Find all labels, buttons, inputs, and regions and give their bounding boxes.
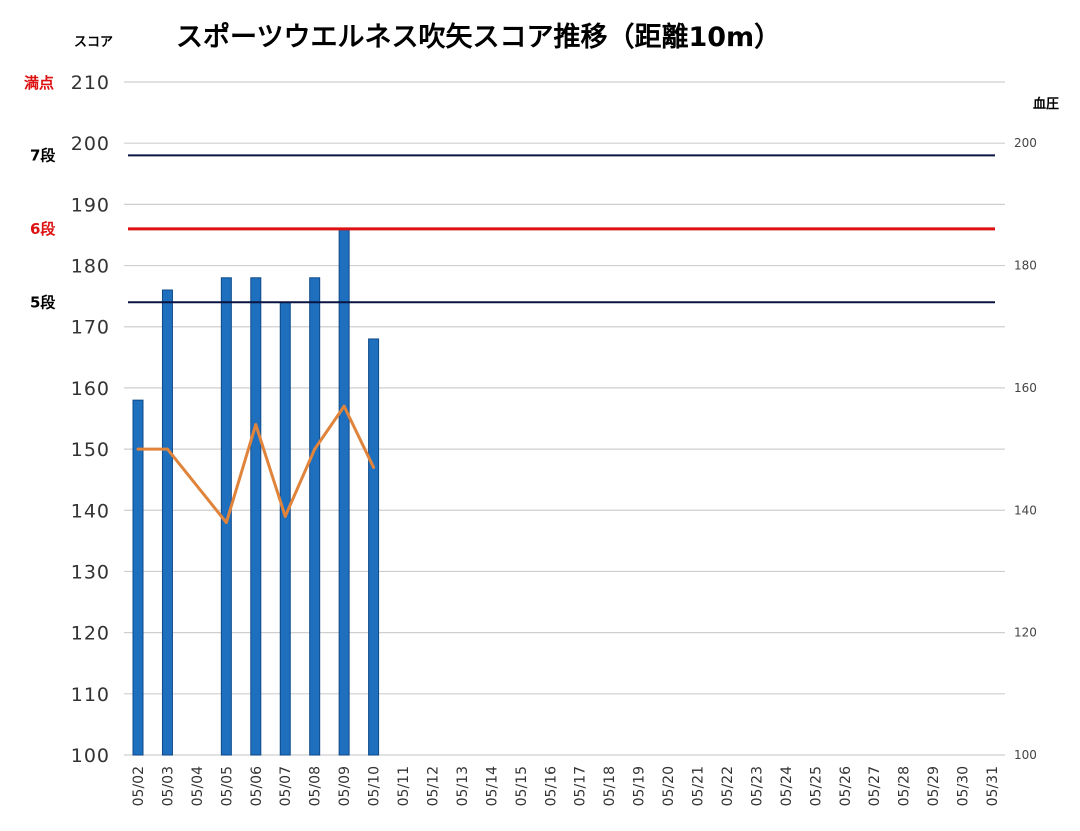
x-tick-label: 05/30: [956, 766, 972, 806]
line-series: [136, 404, 376, 525]
line-point: [313, 447, 317, 451]
reference-lines: 満点 7段 6段 5段: [24, 74, 995, 311]
y2-axis-label: 血圧: [1033, 96, 1059, 112]
bar: [338, 228, 350, 756]
y2-tick-label: 140: [1014, 503, 1037, 517]
y-tick-label: 150: [71, 439, 110, 461]
reference-label: 満点: [24, 74, 54, 92]
y2-tick-label: 120: [1014, 626, 1037, 640]
x-tick-label: 05/17: [573, 766, 589, 806]
bar-series: [132, 228, 380, 756]
bar: [161, 289, 173, 756]
y-tick-label: 180: [71, 256, 110, 278]
y-tick-label: 210: [71, 72, 110, 94]
x-tick-label: 05/11: [396, 766, 412, 806]
line-point: [165, 447, 169, 451]
x-tick-label: 05/08: [308, 766, 324, 806]
y-tick-label: 120: [71, 623, 110, 645]
line-point: [283, 514, 287, 518]
x-tick-label: 05/20: [661, 766, 677, 806]
reference-label: 6段: [30, 220, 55, 238]
x-tick-label: 05/02: [131, 766, 147, 806]
y-tick-label: 190: [71, 194, 110, 216]
x-tick-label: 05/22: [720, 766, 736, 806]
bar: [309, 277, 321, 756]
x-tick-label: 05/23: [749, 766, 765, 806]
y-tick-label: 160: [71, 378, 110, 400]
x-tick-label: 05/04: [190, 766, 206, 806]
bar: [279, 301, 291, 756]
grid: [124, 81, 1005, 756]
x-tick-label: 05/06: [249, 766, 265, 806]
y-tick-label: 100: [71, 745, 110, 767]
x-tick-label: 05/24: [779, 766, 795, 806]
y2-tick-label: 180: [1014, 259, 1037, 273]
x-tick-label: 05/09: [337, 766, 353, 806]
y-tick-label: 130: [71, 561, 110, 583]
x-tick-label: 05/27: [867, 766, 883, 806]
reference-label: 5段: [30, 293, 55, 311]
y-axis-ticks: 100 110 120 130 140 150 160 170 180 190 200 210: [71, 72, 110, 767]
x-tick-label: 05/07: [278, 766, 294, 806]
x-tick-label: 05/12: [425, 766, 441, 806]
bar: [250, 277, 262, 756]
x-tick-label: 05/16: [543, 766, 559, 806]
x-tick-label: 05/25: [808, 766, 824, 806]
y-tick-label: 140: [71, 500, 110, 522]
x-axis-ticks: 05/02 05/03 05/04 05/05 05/06 05/07 05/08 05/09…: [131, 766, 1001, 806]
line-point: [372, 465, 376, 469]
x-tick-label: 05/31: [985, 766, 1001, 806]
x-tick-label: 05/21: [691, 766, 707, 806]
x-tick-label: 05/28: [897, 766, 913, 806]
y-tick-label: 200: [71, 133, 110, 155]
y2-tick-label: 160: [1014, 381, 1037, 395]
chart-title: スポーツウエルネス吹矢スコア推移（距離10m）: [176, 21, 781, 53]
y2-axis-ticks: 100 120 140 160 180 200: [1014, 136, 1037, 762]
y2-tick-label: 200: [1014, 136, 1037, 150]
x-tick-label: 05/26: [838, 766, 854, 806]
x-tick-label: 05/18: [602, 766, 618, 806]
line-point: [342, 404, 346, 408]
y-tick-label: 170: [71, 317, 110, 339]
x-tick-label: 05/05: [219, 766, 235, 806]
line-path: [138, 404, 375, 525]
bar: [368, 338, 380, 756]
bar: [132, 399, 144, 756]
line-point: [136, 447, 140, 451]
x-tick-label: 05/10: [367, 766, 383, 806]
line-point: [254, 423, 258, 427]
x-tick-label: 05/14: [484, 766, 500, 806]
x-tick-label: 05/03: [160, 766, 176, 806]
x-tick-label: 05/13: [455, 766, 471, 806]
y-tick-label: 110: [71, 684, 110, 706]
y-axis-label: スコア: [74, 35, 113, 50]
line-point: [224, 521, 228, 525]
x-tick-label: 05/15: [514, 766, 530, 806]
y2-tick-label: 100: [1014, 748, 1037, 762]
reference-label: 7段: [30, 146, 55, 164]
x-tick-label: 05/29: [926, 766, 942, 806]
x-tick-label: 05/19: [632, 766, 648, 806]
